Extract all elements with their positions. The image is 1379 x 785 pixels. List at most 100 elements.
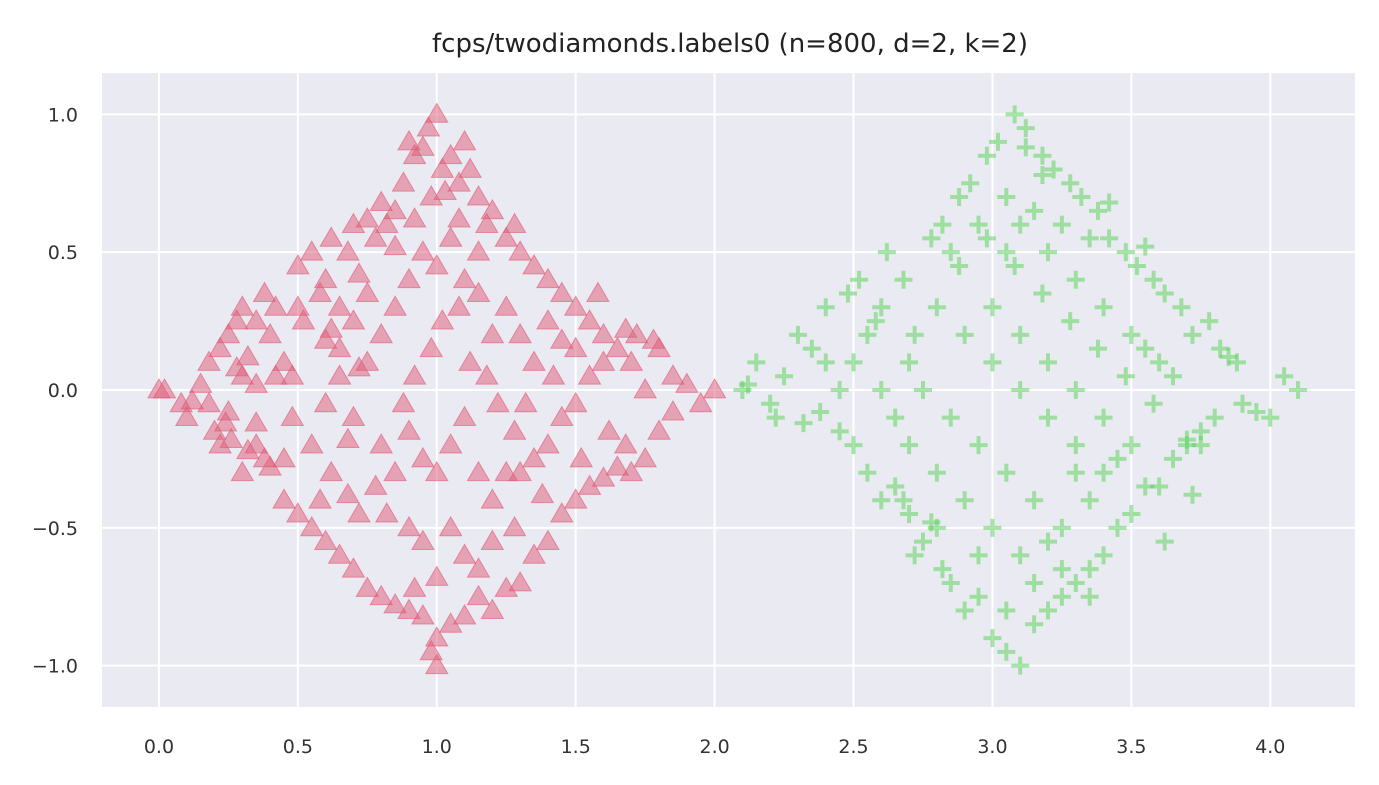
- data-point-plus: [1155, 532, 1174, 551]
- data-point-plus: [886, 408, 905, 427]
- data-point-triangle: [299, 240, 324, 261]
- data-point-triangle: [208, 336, 232, 358]
- data-point-triangle: [285, 253, 310, 275]
- data-point-plus: [1164, 367, 1183, 386]
- data-point-plus: [1066, 463, 1085, 482]
- data-point-triangle: [327, 364, 352, 385]
- data-point-plus: [997, 642, 1016, 661]
- data-point-triangle: [563, 488, 588, 509]
- x-tick-label: 3.5: [1116, 736, 1146, 758]
- data-point-plus: [969, 436, 988, 455]
- data-point-triangle: [347, 355, 371, 377]
- data-point-triangle: [452, 604, 477, 625]
- data-point-triangle: [397, 515, 421, 537]
- data-point-plus: [1116, 367, 1135, 386]
- data-point-triangle: [319, 226, 344, 247]
- data-point-plus: [872, 298, 891, 317]
- data-point-plus: [816, 353, 835, 372]
- data-point-triangle: [363, 226, 388, 247]
- data-point-plus: [1011, 215, 1030, 234]
- data-point-triangle: [285, 502, 310, 523]
- data-point-triangle: [402, 576, 427, 597]
- data-point-triangle: [502, 419, 527, 440]
- data-point-triangle: [522, 446, 546, 468]
- data-point-triangle: [647, 336, 671, 358]
- data-point-plus: [1247, 403, 1266, 422]
- data-point-triangle: [397, 419, 421, 440]
- data-point-triangle: [447, 295, 471, 316]
- data-point-plus: [1025, 491, 1044, 510]
- data-point-triangle: [369, 322, 394, 344]
- data-point-triangle: [447, 207, 471, 228]
- data-point-triangle: [402, 364, 427, 385]
- data-point-triangle: [452, 129, 477, 151]
- data-point-plus: [955, 601, 974, 620]
- data-point-plus: [1080, 229, 1099, 248]
- data-point-plus: [950, 256, 969, 275]
- data-point-plus: [1261, 408, 1280, 427]
- data-point-plus: [1094, 408, 1113, 427]
- y-tick-label: 0.5: [48, 242, 78, 264]
- data-point-plus: [977, 146, 996, 165]
- data-point-plus: [877, 243, 896, 262]
- data-point-triangle: [263, 364, 288, 385]
- data-point-triangle: [522, 253, 546, 275]
- data-point-plus: [1183, 485, 1202, 504]
- x-tick-label: 3.0: [977, 736, 1007, 758]
- data-point-triangle: [374, 502, 399, 523]
- data-point-triangle: [452, 543, 477, 564]
- data-point-triangle: [536, 529, 560, 551]
- data-point-plus: [1066, 270, 1085, 289]
- data-point-triangle: [577, 364, 602, 385]
- data-point-plus: [905, 325, 924, 344]
- data-point-plus: [941, 243, 960, 262]
- data-point-triangle: [494, 226, 519, 247]
- data-point-triangle: [424, 565, 449, 586]
- data-point-triangle: [577, 309, 602, 330]
- data-point-triangle: [374, 212, 399, 234]
- data-point-plus: [950, 188, 969, 207]
- y-tick-label: 1.0: [48, 104, 78, 126]
- data-point-plus: [766, 408, 785, 427]
- data-point-plus: [997, 463, 1016, 482]
- data-point-plus: [858, 325, 877, 344]
- data-point-plus: [1136, 339, 1155, 358]
- data-point-triangle: [522, 350, 546, 371]
- data-point-triangle: [397, 267, 421, 289]
- data-point-triangle: [486, 391, 510, 413]
- data-point-triangle: [313, 529, 338, 551]
- data-point-plus: [1039, 601, 1057, 620]
- data-point-plus: [988, 132, 1007, 151]
- data-point-triangle: [272, 446, 296, 468]
- data-point-plus: [1200, 312, 1219, 331]
- data-point-triangle: [336, 427, 360, 449]
- data-point-triangle: [466, 460, 491, 482]
- data-point-triangle: [341, 557, 366, 578]
- data-point-plus: [1052, 560, 1071, 579]
- data-point-triangle: [308, 488, 332, 509]
- data-point-triangle: [549, 281, 574, 302]
- data-point-plus: [894, 491, 913, 510]
- data-point-triangle: [383, 234, 407, 256]
- data-point-plus: [775, 367, 794, 386]
- data-point-triangle: [336, 240, 360, 261]
- data-point-triangle: [369, 433, 394, 454]
- data-point-triangle: [591, 322, 616, 344]
- data-point-plus: [788, 325, 807, 344]
- data-point-plus: [1080, 491, 1099, 510]
- data-point-triangle: [674, 372, 699, 393]
- data-point-plus: [1172, 298, 1191, 317]
- data-point-triangle: [591, 350, 616, 371]
- data-point-triangle: [508, 460, 532, 482]
- data-point-plus: [1136, 237, 1155, 256]
- data-point-plus: [1100, 193, 1119, 212]
- data-point-triangle: [494, 576, 519, 597]
- data-point-plus: [886, 477, 905, 496]
- data-point-triangle: [383, 198, 407, 220]
- data-point-triangle: [391, 171, 416, 192]
- data-point-plus: [1066, 573, 1085, 592]
- y-tick-label: 0.0: [48, 380, 78, 402]
- data-point-triangle: [502, 212, 527, 234]
- data-point-triangle: [424, 460, 449, 482]
